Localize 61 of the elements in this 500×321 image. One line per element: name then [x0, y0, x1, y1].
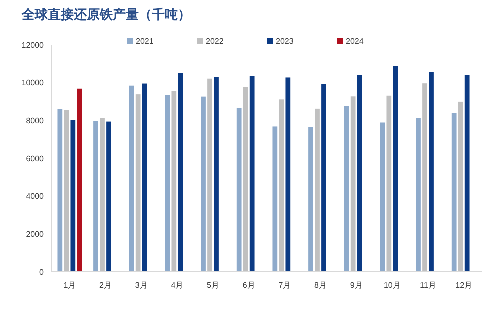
bar [208, 78, 212, 272]
y-tick-label: 2000 [26, 230, 45, 239]
bar [214, 77, 219, 272]
legend-label: 2021 [136, 37, 154, 46]
bar [236, 108, 242, 272]
y-tick-label: 4000 [26, 192, 45, 202]
bar [308, 127, 314, 272]
x-tick-label: 1月 [64, 281, 76, 290]
bar [357, 75, 362, 272]
bar [350, 96, 356, 272]
x-tick-label: 5月 [207, 281, 220, 290]
bar [380, 122, 386, 272]
bar [129, 86, 134, 272]
bar [286, 78, 291, 272]
x-tick-label: 10月 [384, 281, 401, 290]
x-tick-label: 2月 [100, 281, 112, 290]
bar [429, 72, 434, 272]
bar [100, 118, 105, 272]
bar [106, 122, 112, 272]
x-tick-label: 8月 [314, 281, 327, 290]
bar [322, 84, 326, 272]
chart-title: 全球直接还原铁产量（千吨） [21, 7, 191, 23]
x-tick-label: 6月 [242, 281, 256, 290]
bar [458, 102, 464, 272]
bar [250, 76, 255, 272]
bar [279, 100, 284, 272]
bar [416, 118, 421, 272]
bar [243, 87, 248, 272]
x-tick-label: 9月 [350, 281, 363, 290]
bar [172, 91, 177, 272]
bar [77, 88, 82, 272]
x-tick-label: 4月 [171, 281, 184, 290]
bar [64, 110, 70, 272]
bar [70, 120, 76, 272]
bar [315, 108, 320, 272]
bar [272, 126, 278, 272]
y-tick-label: 10000 [22, 78, 45, 88]
bar [452, 113, 457, 272]
bar [178, 73, 184, 272]
bar [165, 95, 170, 272]
bar [386, 96, 392, 272]
bar [393, 66, 398, 272]
x-tick-label: 11月 [420, 281, 436, 290]
bar [58, 109, 63, 272]
x-tick-label: 12月 [456, 281, 473, 290]
bar [201, 96, 206, 272]
bar [142, 84, 148, 272]
bar [344, 106, 350, 272]
bar [136, 94, 141, 272]
bar [464, 75, 470, 272]
y-tick-label: 0 [40, 268, 45, 277]
legend-label: 2023 [276, 37, 294, 46]
y-tick-label: 12000 [22, 40, 45, 50]
x-tick-label: 3月 [135, 281, 148, 290]
x-tick-label: 7月 [278, 281, 292, 290]
bar [94, 121, 98, 272]
legend-label: 2022 [206, 37, 224, 46]
legend-label: 2024 [346, 37, 364, 46]
y-tick-label: 6000 [26, 154, 45, 164]
bar [422, 84, 428, 272]
y-tick-label: 8000 [26, 116, 45, 126]
